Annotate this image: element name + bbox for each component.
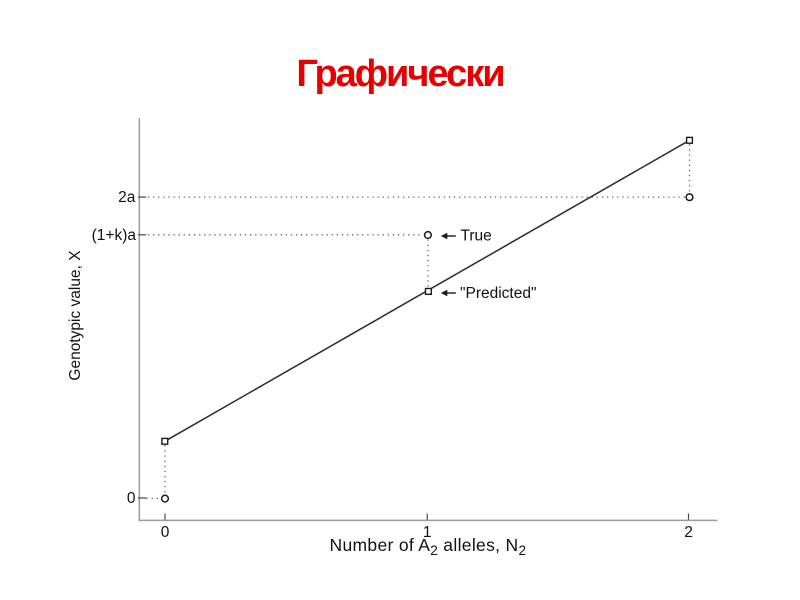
svg-text:"Predicted": "Predicted"	[460, 285, 537, 302]
svg-text:Genotypic value, X: Genotypic value, X	[67, 250, 84, 381]
svg-text:0: 0	[127, 490, 136, 507]
svg-text:True: True	[461, 228, 492, 245]
svg-text:2a: 2a	[118, 189, 136, 206]
svg-text:0: 0	[161, 524, 170, 541]
svg-text:Number of A2 alleles, N2: Number of A2 alleles, N2	[330, 535, 527, 558]
svg-text:1: 1	[423, 524, 432, 541]
svg-text:2: 2	[684, 524, 693, 541]
svg-text:(1+k)a: (1+k)a	[92, 227, 137, 244]
